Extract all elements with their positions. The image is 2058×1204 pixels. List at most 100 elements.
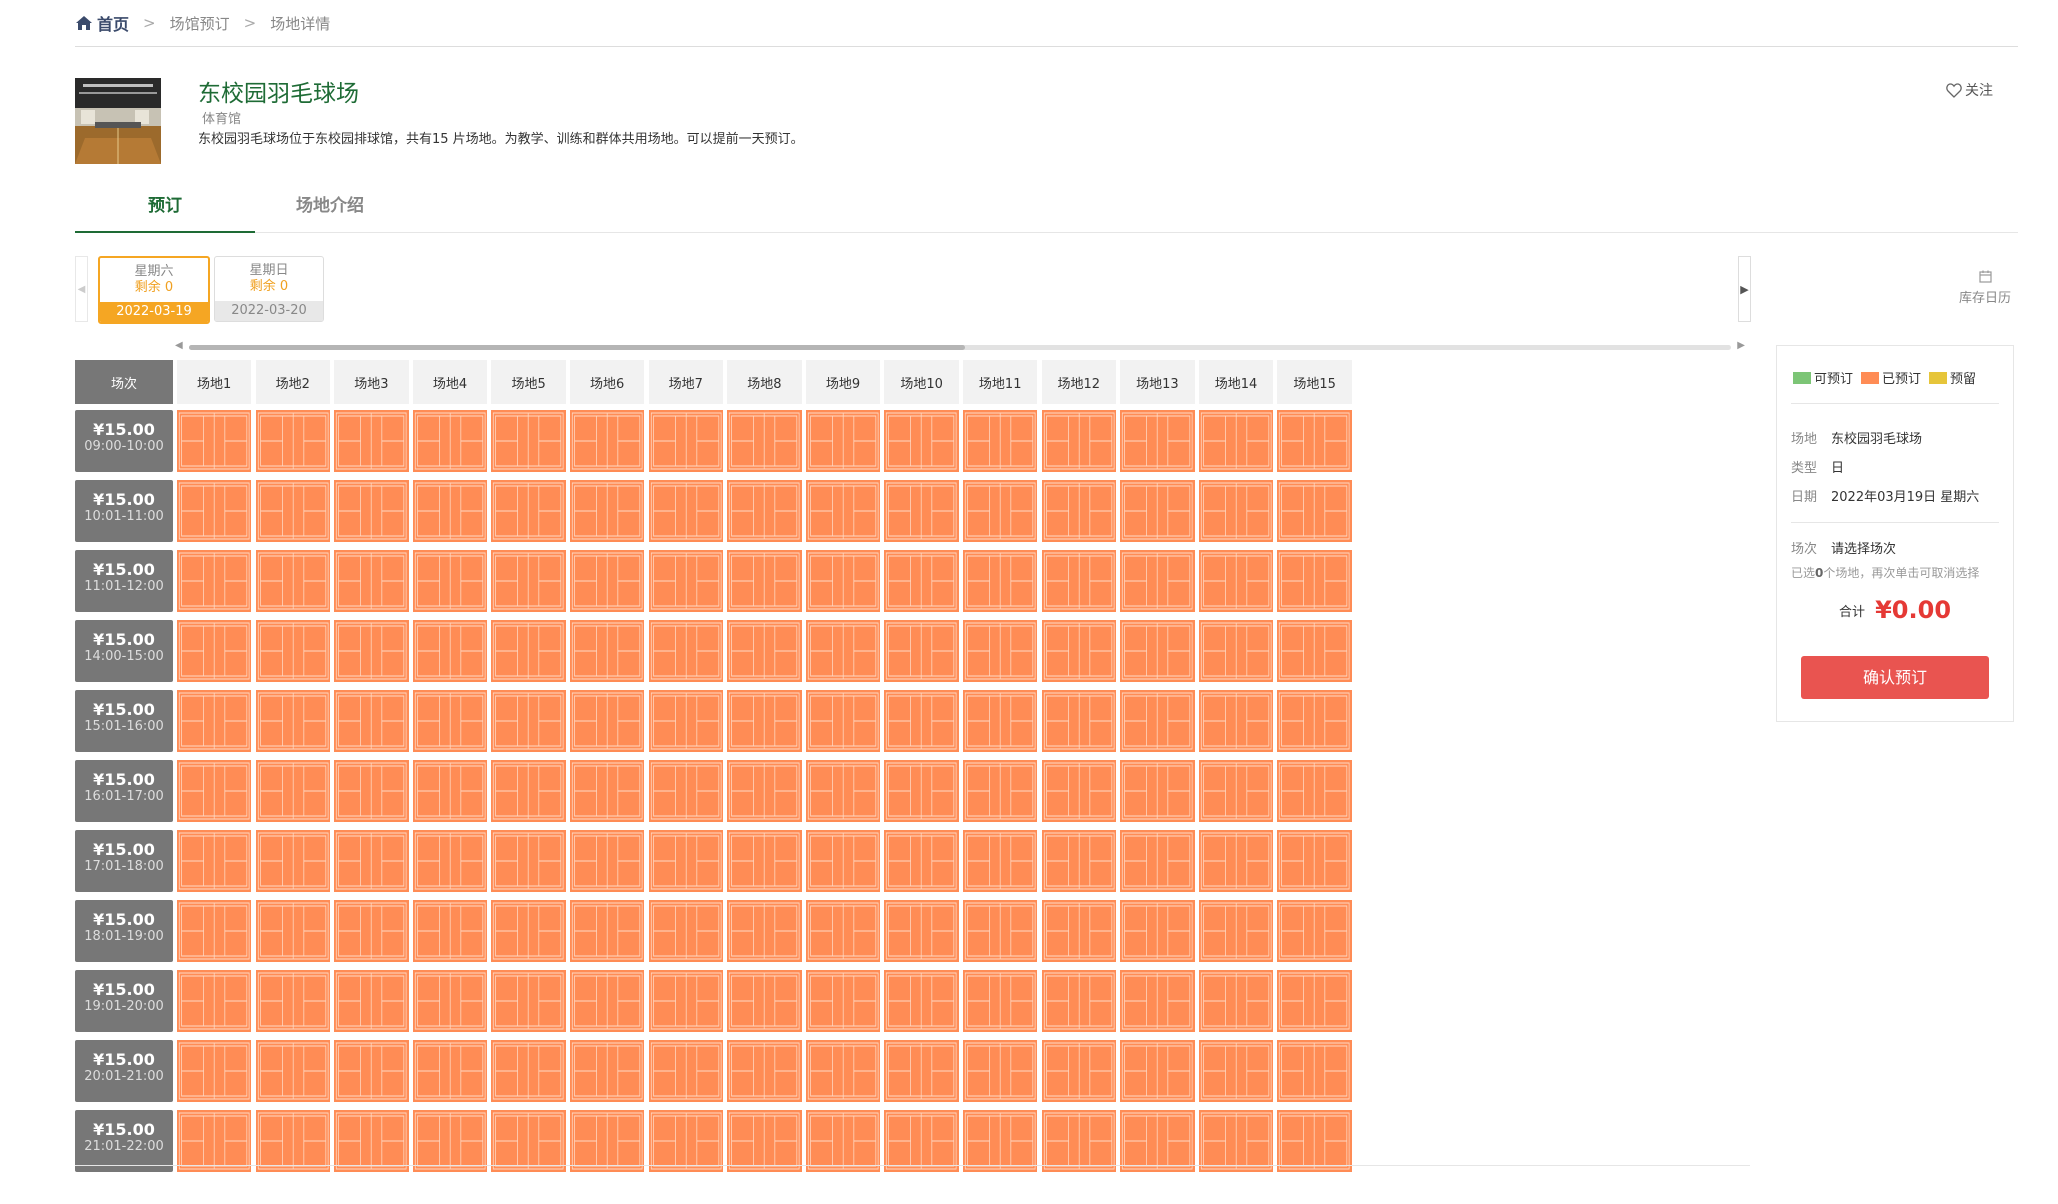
court-slot-booked[interactable] — [1041, 550, 1116, 612]
court-slot-booked[interactable] — [1277, 830, 1352, 892]
court-slot-booked[interactable] — [255, 550, 330, 612]
scroll-left-icon[interactable]: ◀ — [175, 340, 183, 351]
court-slot-booked[interactable] — [1120, 480, 1195, 542]
court-slot-booked[interactable] — [570, 550, 645, 612]
court-slot-booked[interactable] — [1120, 830, 1195, 892]
court-slot-booked[interactable] — [334, 970, 409, 1032]
court-slot-booked[interactable] — [727, 410, 802, 472]
court-slot-booked[interactable] — [255, 1110, 330, 1172]
court-slot-booked[interactable] — [177, 900, 252, 962]
court-slot-booked[interactable] — [412, 760, 488, 822]
court-slot-booked[interactable] — [1041, 1040, 1116, 1102]
court-slot-booked[interactable] — [963, 970, 1038, 1032]
court-slot-booked[interactable] — [727, 1110, 802, 1172]
court-slot-booked[interactable] — [1198, 480, 1274, 542]
court-slot-booked[interactable] — [805, 760, 881, 822]
court-slot-booked[interactable] — [648, 480, 723, 542]
court-slot-booked[interactable] — [963, 830, 1038, 892]
court-slot-booked[interactable] — [727, 970, 802, 1032]
court-slot-booked[interactable] — [648, 1040, 723, 1102]
court-slot-booked[interactable] — [1198, 1110, 1274, 1172]
court-slot-booked[interactable] — [648, 830, 723, 892]
court-slot-booked[interactable] — [1198, 690, 1274, 752]
next-date-button[interactable]: ▶ — [1738, 256, 1751, 322]
court-slot-booked[interactable] — [1277, 1110, 1352, 1172]
date-card-sun[interactable]: 星期日 剩余 0 2022-03-20 — [214, 256, 324, 322]
court-slot-booked[interactable] — [570, 970, 645, 1032]
date-card-sat[interactable]: 星期六 剩余 0 2022-03-19 — [98, 256, 210, 324]
court-slot-booked[interactable] — [177, 830, 252, 892]
court-slot-booked[interactable] — [727, 690, 802, 752]
court-slot-booked[interactable] — [727, 550, 802, 612]
court-slot-booked[interactable] — [1277, 410, 1352, 472]
court-slot-booked[interactable] — [727, 830, 802, 892]
court-slot-booked[interactable] — [412, 900, 488, 962]
court-slot-booked[interactable] — [412, 970, 488, 1032]
scroll-right-icon[interactable]: ▶ — [1737, 340, 1745, 351]
court-slot-booked[interactable] — [570, 690, 645, 752]
court-slot-booked[interactable] — [255, 1040, 330, 1102]
court-slot-booked[interactable] — [491, 900, 566, 962]
court-slot-booked[interactable] — [648, 690, 723, 752]
court-slot-booked[interactable] — [570, 620, 645, 682]
tab-booking[interactable]: 预订 — [75, 182, 255, 233]
follow-button[interactable]: 关注 — [1946, 80, 1993, 100]
court-slot-booked[interactable] — [255, 480, 330, 542]
court-slot-booked[interactable] — [963, 410, 1038, 472]
court-slot-booked[interactable] — [1198, 410, 1274, 472]
court-slot-booked[interactable] — [491, 1040, 566, 1102]
court-slot-booked[interactable] — [1041, 1110, 1116, 1172]
court-slot-booked[interactable] — [491, 410, 566, 472]
court-slot-booked[interactable] — [491, 970, 566, 1032]
court-slot-booked[interactable] — [884, 690, 959, 752]
court-slot-booked[interactable] — [884, 760, 959, 822]
court-slot-booked[interactable] — [963, 620, 1038, 682]
court-slot-booked[interactable] — [727, 620, 802, 682]
court-slot-booked[interactable] — [805, 480, 881, 542]
court-slot-booked[interactable] — [334, 690, 409, 752]
court-slot-booked[interactable] — [412, 550, 488, 612]
court-slot-booked[interactable] — [805, 900, 881, 962]
court-slot-booked[interactable] — [1277, 620, 1352, 682]
court-slot-booked[interactable] — [805, 690, 881, 752]
court-slot-booked[interactable] — [963, 900, 1038, 962]
court-slot-booked[interactable] — [412, 410, 488, 472]
court-slot-booked[interactable] — [884, 1110, 959, 1172]
scroll-thumb[interactable] — [189, 345, 965, 350]
court-slot-booked[interactable] — [884, 480, 959, 542]
court-slot-booked[interactable] — [1198, 760, 1274, 822]
court-slot-booked[interactable] — [570, 1110, 645, 1172]
court-slot-booked[interactable] — [1277, 550, 1352, 612]
inventory-calendar-button[interactable]: 库存日历 — [1940, 270, 2030, 306]
court-slot-booked[interactable] — [727, 1040, 802, 1102]
court-slot-booked[interactable] — [412, 830, 488, 892]
court-slot-booked[interactable] — [255, 970, 330, 1032]
court-slot-booked[interactable] — [1041, 760, 1116, 822]
court-slot-booked[interactable] — [491, 1110, 566, 1172]
court-slot-booked[interactable] — [884, 550, 959, 612]
court-slot-booked[interactable] — [570, 480, 645, 542]
court-slot-booked[interactable] — [805, 1110, 881, 1172]
court-slot-booked[interactable] — [570, 900, 645, 962]
court-slot-booked[interactable] — [177, 970, 252, 1032]
court-slot-booked[interactable] — [412, 620, 488, 682]
court-slot-booked[interactable] — [1041, 690, 1116, 752]
court-slot-booked[interactable] — [177, 1040, 252, 1102]
court-slot-booked[interactable] — [491, 550, 566, 612]
court-slot-booked[interactable] — [805, 550, 881, 612]
court-slot-booked[interactable] — [1277, 690, 1352, 752]
court-slot-booked[interactable] — [648, 970, 723, 1032]
court-slot-booked[interactable] — [177, 410, 252, 472]
court-slot-booked[interactable] — [334, 410, 409, 472]
court-slot-booked[interactable] — [963, 760, 1038, 822]
court-slot-booked[interactable] — [963, 550, 1038, 612]
court-slot-booked[interactable] — [177, 480, 252, 542]
court-slot-booked[interactable] — [255, 830, 330, 892]
court-slot-booked[interactable] — [805, 1040, 881, 1102]
court-slot-booked[interactable] — [884, 620, 959, 682]
court-slot-booked[interactable] — [1041, 970, 1116, 1032]
court-slot-booked[interactable] — [1198, 550, 1274, 612]
court-slot-booked[interactable] — [412, 1040, 488, 1102]
court-slot-booked[interactable] — [1120, 410, 1195, 472]
court-slot-booked[interactable] — [1277, 900, 1352, 962]
